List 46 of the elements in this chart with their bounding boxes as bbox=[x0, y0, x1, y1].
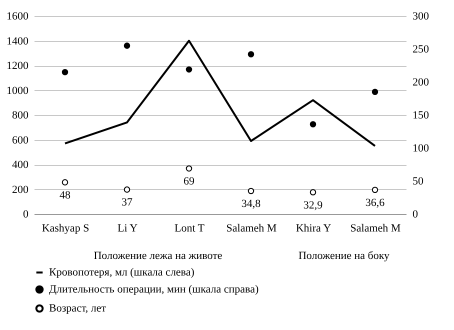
point bbox=[310, 189, 316, 196]
x-tick-label: Kashyap S bbox=[42, 222, 90, 234]
y2-tick-label: 150 bbox=[412, 110, 430, 122]
y-tick-label: 1600 bbox=[6, 10, 29, 22]
y-tick-label: 800 bbox=[12, 110, 29, 122]
x-tick-label: Lont T bbox=[174, 222, 205, 234]
x-tick-label: Khira Y bbox=[296, 222, 332, 234]
y2-tick-label: 300 bbox=[412, 10, 430, 22]
y-tick-label: 1200 bbox=[6, 60, 29, 72]
y-tick-label: 0 bbox=[23, 208, 29, 220]
x-tick-label: Salameh M bbox=[350, 222, 401, 234]
y-tick-label: 600 bbox=[12, 134, 29, 146]
x-tick-label: Salameh M bbox=[226, 222, 277, 234]
point bbox=[186, 66, 192, 73]
point bbox=[62, 68, 68, 76]
data-label: 36,6 bbox=[365, 196, 386, 209]
point bbox=[124, 186, 130, 193]
data-label: 32,9 bbox=[303, 199, 324, 212]
legend-label: Длительность операции, мин (шкала справа) bbox=[49, 284, 259, 296]
x-tick-label: Li Y bbox=[117, 222, 138, 234]
data-label: 69 bbox=[184, 175, 195, 188]
point bbox=[62, 179, 68, 186]
y-tick-label: 400 bbox=[12, 159, 29, 171]
data-label: 48 bbox=[60, 189, 71, 202]
data-label: 34,8 bbox=[241, 198, 262, 210]
y2-tick-label: 100 bbox=[412, 142, 430, 154]
y-tick-label: 1400 bbox=[6, 35, 29, 48]
y2-tick-label: 200 bbox=[412, 76, 430, 88]
y2-tick-label: 0 bbox=[412, 208, 418, 220]
y2-tick-label: 50 bbox=[412, 176, 424, 188]
point bbox=[248, 188, 254, 194]
text: Положение на боку bbox=[298, 250, 390, 262]
y-tick-label: 200 bbox=[12, 184, 29, 196]
text: Положение лежа на животе bbox=[94, 250, 222, 262]
point bbox=[186, 165, 192, 172]
y2-tick-label: 250 bbox=[412, 44, 430, 56]
point bbox=[310, 121, 316, 128]
point bbox=[124, 42, 130, 49]
point bbox=[248, 51, 254, 58]
line-series bbox=[64, 40, 376, 147]
point bbox=[372, 88, 378, 96]
data-label: 37 bbox=[122, 196, 133, 209]
legend-label: Возраст, лет bbox=[49, 302, 106, 314]
legend-label: Кровопотеря, мл (шкала слева) bbox=[49, 266, 195, 278]
point bbox=[372, 186, 378, 193]
y-tick-label: 1000 bbox=[6, 84, 29, 97]
